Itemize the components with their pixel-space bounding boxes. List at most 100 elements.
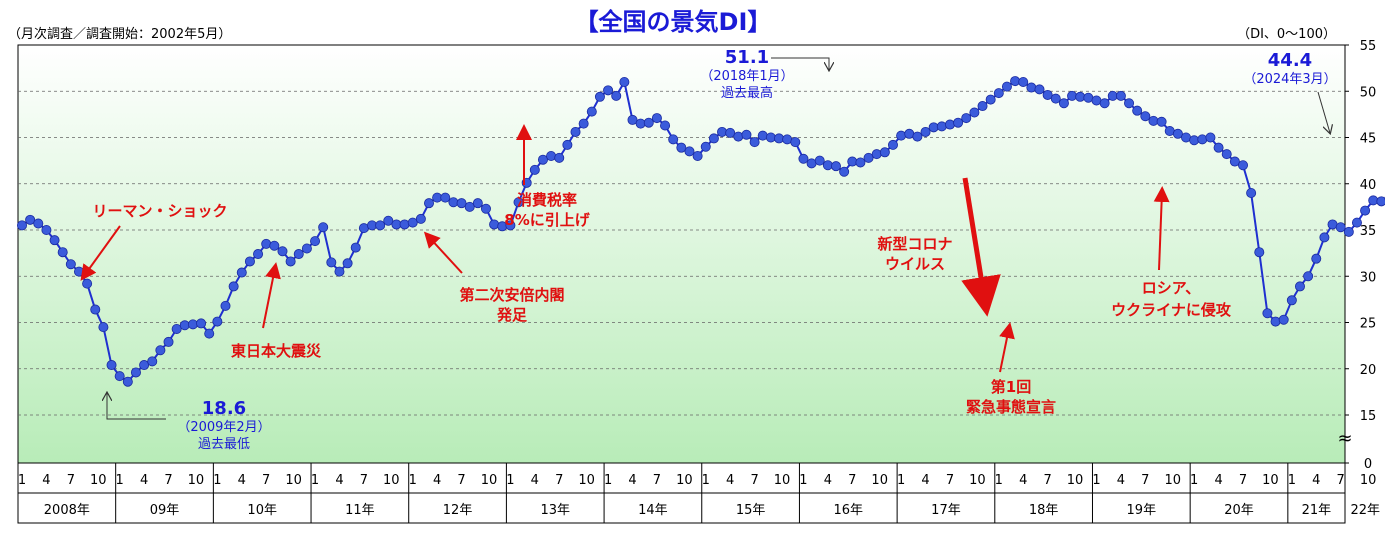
- x-month-label: 4: [140, 473, 148, 488]
- annotation-lehman-text: リーマン・ショック: [92, 202, 227, 220]
- x-month-label: 10: [1164, 473, 1181, 488]
- callout-low: 18.6 （2009年2月） 過去最低: [107, 393, 271, 452]
- x-month-label: 1: [1092, 473, 1100, 488]
- x-month-label: 1: [897, 473, 905, 488]
- data-point: [155, 345, 166, 356]
- data-point: [407, 217, 418, 228]
- data-point: [774, 133, 785, 144]
- x-month-label: 10: [481, 473, 498, 488]
- data-point: [1067, 90, 1078, 101]
- x-month-label: 4: [238, 473, 246, 488]
- data-point: [1148, 115, 1159, 126]
- y-tick-label: 30: [1360, 270, 1377, 285]
- x-month-label: 10: [1262, 473, 1279, 488]
- data-point: [130, 367, 141, 378]
- callout-peak-note: 過去最高: [721, 85, 773, 101]
- annotation-emergency-line1: 第1回: [991, 378, 1031, 396]
- x-month-label: 7: [750, 473, 758, 488]
- x-month-label: 4: [921, 473, 929, 488]
- chart-title: 【全国の景気DI】: [575, 8, 772, 36]
- x-year-label: 18年: [1029, 503, 1059, 518]
- data-point: [1026, 82, 1037, 93]
- annotation-emergency: 第1回 緊急事態宣言: [966, 322, 1056, 416]
- annotation-corona: 新型コロナ ウイルス: [877, 177, 1001, 317]
- data-point: [244, 256, 255, 267]
- data-point: [896, 130, 907, 141]
- data-point: [41, 224, 52, 235]
- data-point: [383, 215, 394, 226]
- x-month-label: 4: [726, 473, 734, 488]
- annotation-abe-line2: 発足: [496, 306, 528, 324]
- x-month-label: 10: [578, 473, 595, 488]
- data-point: [1099, 98, 1110, 109]
- x-year-label: 20年: [1224, 503, 1254, 518]
- data-point: [1278, 314, 1289, 325]
- x-month-label: 4: [433, 473, 441, 488]
- x-month-label: 10: [969, 473, 986, 488]
- data-point: [1335, 222, 1346, 233]
- data-point: [415, 213, 426, 224]
- data-point: [570, 126, 581, 137]
- x-month-label: 7: [1239, 473, 1247, 488]
- annotation-corona-arrow: [961, 177, 1001, 317]
- annotation-lehman-arrow: [80, 225, 121, 281]
- x-month-label: 7: [262, 473, 270, 488]
- data-point: [586, 106, 597, 117]
- callout-low-arrow: [107, 393, 166, 420]
- x-year-label: 17年: [931, 503, 961, 518]
- x-year-label: 13年: [540, 503, 570, 518]
- data-point: [326, 257, 337, 268]
- data-point: [863, 152, 874, 163]
- x-year-label: 21年: [1302, 503, 1332, 518]
- data-point: [163, 336, 174, 347]
- data-point: [944, 119, 955, 130]
- data-point: [1140, 111, 1151, 122]
- data-point: [1075, 91, 1086, 102]
- annotation-quake-arrow: [262, 262, 281, 329]
- x-month-label: 1: [702, 473, 710, 488]
- data-point: [839, 166, 850, 177]
- data-point: [546, 150, 557, 161]
- x-month-label: 4: [824, 473, 832, 488]
- data-point: [660, 120, 671, 131]
- data-point: [196, 318, 207, 329]
- data-point: [928, 122, 939, 133]
- data-point: [1229, 156, 1240, 167]
- data-point: [1351, 217, 1362, 228]
- callout-low-value: 18.6: [202, 398, 246, 419]
- x-month-label: 10: [774, 473, 791, 488]
- data-point: [464, 201, 475, 212]
- x-month-label: 4: [1214, 473, 1222, 488]
- data-point: [1262, 308, 1273, 319]
- data-point: [423, 198, 434, 209]
- data-point: [448, 197, 459, 208]
- data-point: [1303, 271, 1314, 282]
- data-point: [204, 328, 215, 339]
- data-point: [1042, 89, 1053, 100]
- data-point: [187, 319, 198, 330]
- x-year-label: 14年: [638, 503, 668, 518]
- data-point: [1018, 77, 1029, 88]
- x-month-label: 1: [506, 473, 514, 488]
- callout-low-date: （2009年2月）: [177, 420, 270, 435]
- x-month-label: 4: [628, 473, 636, 488]
- data-point: [619, 77, 630, 88]
- callout-peak-date: （2018年1月）: [700, 69, 793, 84]
- annotation-russia-line2: ウクライナに侵攻: [1111, 301, 1232, 319]
- x-month-label: 7: [653, 473, 661, 488]
- annotation-abe: 第二次安倍内閣 発足: [423, 231, 565, 324]
- axis-break-symbol: ≈: [1337, 428, 1352, 449]
- data-point: [147, 356, 158, 367]
- x-month-label: 7: [946, 473, 954, 488]
- annotation-tax-line1: 消費税率: [517, 191, 577, 209]
- data-point: [139, 360, 150, 371]
- data-point: [790, 137, 801, 148]
- data-point: [643, 117, 654, 128]
- data-point: [1058, 98, 1069, 109]
- data-point: [1205, 132, 1216, 143]
- data-point: [1368, 195, 1379, 206]
- data-point: [1172, 128, 1183, 139]
- data-point: [228, 281, 239, 292]
- data-point: [969, 107, 980, 118]
